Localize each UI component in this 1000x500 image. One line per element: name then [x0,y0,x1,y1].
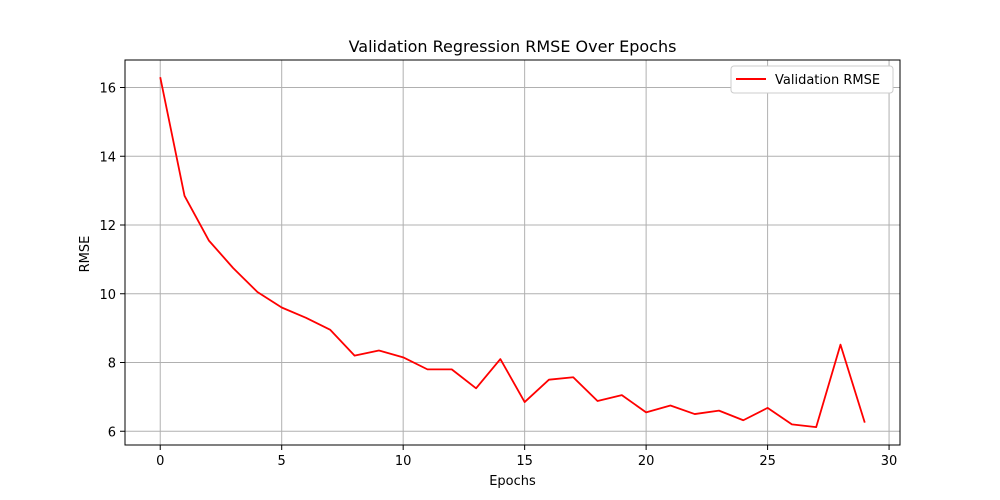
x-axis-title: Epochs [489,474,536,489]
x-tick-label: 30 [881,454,898,469]
legend: Validation RMSE [730,65,894,94]
x-tick-label: 15 [516,454,533,469]
grid [125,60,900,445]
x-tick-label: 25 [759,454,776,469]
chart-title: Validation Regression RMSE Over Epochs [349,37,677,56]
y-tick-label: 12 [99,219,116,234]
axis-ticks: 0 5 10 15 20 25 30 6 8 10 12 14 16 [99,82,897,470]
y-tick-label: 8 [108,357,116,372]
y-tick-label: 16 [99,82,116,97]
x-tick-label: 20 [638,454,655,469]
y-tick-label: 14 [99,150,116,165]
legend-label: Validation RMSE [775,73,880,88]
legend-box [730,65,894,94]
x-tick-label: 5 [278,454,286,469]
x-tick-label: 0 [156,454,164,469]
series-line-validation-rmse [159,77,866,429]
series-layer [159,77,866,429]
x-tick-label: 10 [395,454,412,469]
plot-frame [124,59,901,446]
y-axis-title: RMSE [78,236,93,273]
y-tick-label: 10 [99,288,116,303]
y-tick-label: 6 [108,425,116,440]
